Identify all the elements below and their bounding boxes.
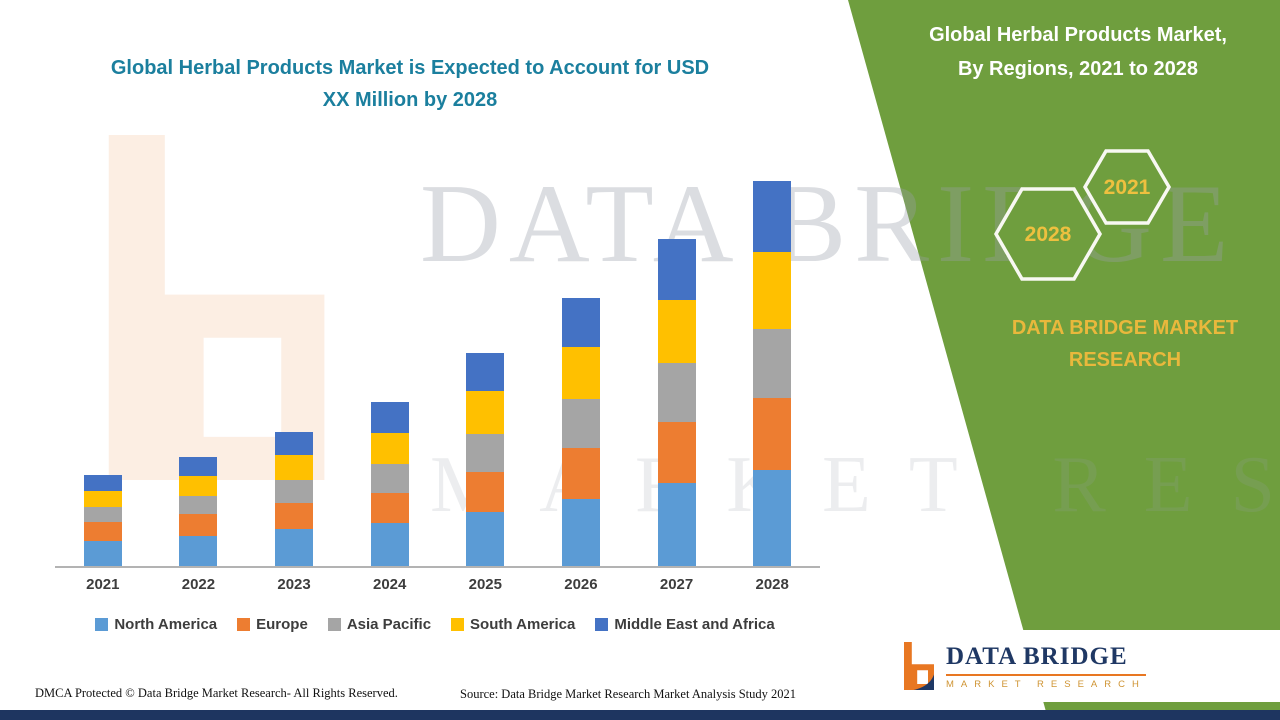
bar-segment xyxy=(753,398,792,470)
bottom-navy-strip xyxy=(0,710,1280,720)
legend-item: North America xyxy=(95,616,217,633)
bar-segment xyxy=(275,455,314,480)
bar-segment xyxy=(370,432,409,465)
bar-segment xyxy=(179,475,218,496)
chart-title-line2: XX Million by 2028 xyxy=(322,89,498,111)
bar-2028 xyxy=(753,181,792,566)
panel-title-line1: Global Herbal Products Market, xyxy=(929,24,1227,46)
bar-segment xyxy=(753,181,792,253)
databridge-logo-icon xyxy=(904,642,934,690)
hexagon-2021-badge xyxy=(1082,149,1172,225)
bar-segment xyxy=(753,329,792,399)
bar-segment xyxy=(370,523,409,566)
legend-swatch xyxy=(95,618,109,631)
bar-segment xyxy=(466,352,505,392)
axis-label-2023: 2023 xyxy=(277,576,311,593)
axis-labels: 2021 2022 2023 2024 2025 2026 2027 2028 xyxy=(55,576,820,593)
legend-item: South America xyxy=(451,616,575,633)
bar-segment xyxy=(179,535,218,566)
bar-2023 xyxy=(275,431,314,566)
bar-segment xyxy=(657,299,696,363)
legend-swatch xyxy=(327,618,341,631)
hexagon-2028-badge xyxy=(993,187,1103,281)
panel-title: Global Herbal Products Market, By Region… xyxy=(898,18,1258,86)
bar-segment xyxy=(83,474,122,491)
bar-segment xyxy=(83,490,122,508)
bar-segment xyxy=(753,252,792,330)
bar-segment xyxy=(657,421,696,483)
dmca-notice: DMCA Protected © Data Bridge Market Rese… xyxy=(35,686,398,700)
chart-title-line1: Global Herbal Products Market is Expecte… xyxy=(110,57,710,79)
bar-segment xyxy=(657,482,696,566)
bar-segment xyxy=(275,503,314,530)
legend-label: Europe xyxy=(256,616,308,633)
bar-segment xyxy=(561,297,600,347)
bar-segment xyxy=(561,346,600,400)
legend-swatch xyxy=(595,618,609,631)
bar-segment xyxy=(466,391,505,435)
bar-2021 xyxy=(83,474,122,566)
axis-label-2022: 2022 xyxy=(181,576,216,593)
bar-2026 xyxy=(561,297,600,566)
bar-2027 xyxy=(657,239,696,566)
legend-swatch xyxy=(237,618,251,631)
bar-segment xyxy=(561,448,600,499)
chart-title: Global Herbal Products Market is Expecte… xyxy=(70,52,750,116)
axis-label-2024: 2024 xyxy=(373,576,407,593)
axis-label-2027: 2027 xyxy=(659,576,694,593)
plot-area xyxy=(55,181,820,568)
bar-segment xyxy=(370,492,409,524)
panel-title-line2: By Regions, 2021 to 2028 xyxy=(957,58,1199,80)
axis-label-2021: 2021 xyxy=(86,576,120,593)
legend-label: Asia Pacific xyxy=(346,616,432,633)
legend-label: North America xyxy=(114,616,218,633)
bar-2024 xyxy=(370,402,409,566)
bar-segment xyxy=(657,362,696,422)
bar-segment xyxy=(83,540,122,566)
hexagon-year-badges: 2028 2021 xyxy=(993,149,1172,281)
bar-segment xyxy=(466,512,505,566)
bar-2022 xyxy=(179,457,218,566)
bar-segment xyxy=(275,529,314,566)
logo-box: DATA BRIDGE MARKET RESEARCH xyxy=(878,630,1280,702)
legend-item: Europe xyxy=(237,616,308,633)
bar-segment xyxy=(370,464,409,493)
legend-item: Middle East and Africa xyxy=(595,616,775,633)
logo-subtitle: MARKET RESEARCH xyxy=(946,673,1146,690)
bar-segment xyxy=(275,431,314,456)
axis-label-2025: 2025 xyxy=(468,576,502,593)
bar-segment xyxy=(466,471,505,513)
axis-label-2026: 2026 xyxy=(564,576,598,593)
legend-label: South America xyxy=(470,616,576,633)
bar-segment xyxy=(179,514,218,536)
legend: North America Europe Asia Pacific South Ame… xyxy=(40,616,830,633)
bar-segment xyxy=(466,434,505,472)
bar-segment xyxy=(657,239,696,300)
panel-brand-text: DATA BRIDGE MARKET RESEARCH xyxy=(1011,317,1239,371)
bar-2025 xyxy=(466,352,505,566)
bar-segment xyxy=(561,499,600,566)
bar-segment xyxy=(275,479,314,504)
source-note: Source: Data Bridge Market Research Mark… xyxy=(460,687,797,701)
bar-segment xyxy=(753,469,792,566)
bar-segment xyxy=(561,399,600,449)
logo-name: DATA BRIDGE xyxy=(946,642,1128,670)
bar-segment xyxy=(370,402,409,433)
bar-segment xyxy=(179,495,218,515)
bar-segment xyxy=(83,507,122,523)
logo-text-block: DATA BRIDGE MARKET RESEARCH xyxy=(946,643,1146,690)
legend-swatch xyxy=(451,618,465,631)
bar-segment xyxy=(83,522,122,541)
axis-label-2028: 2028 xyxy=(755,576,789,593)
legend-item: Asia Pacific xyxy=(327,616,432,633)
hexagon-2021-label: 2021 xyxy=(1104,176,1151,199)
bar-segment xyxy=(179,457,218,476)
hexagon-2028-label: 2028 xyxy=(1025,223,1072,246)
legend-label: Middle East and Africa xyxy=(614,616,775,633)
